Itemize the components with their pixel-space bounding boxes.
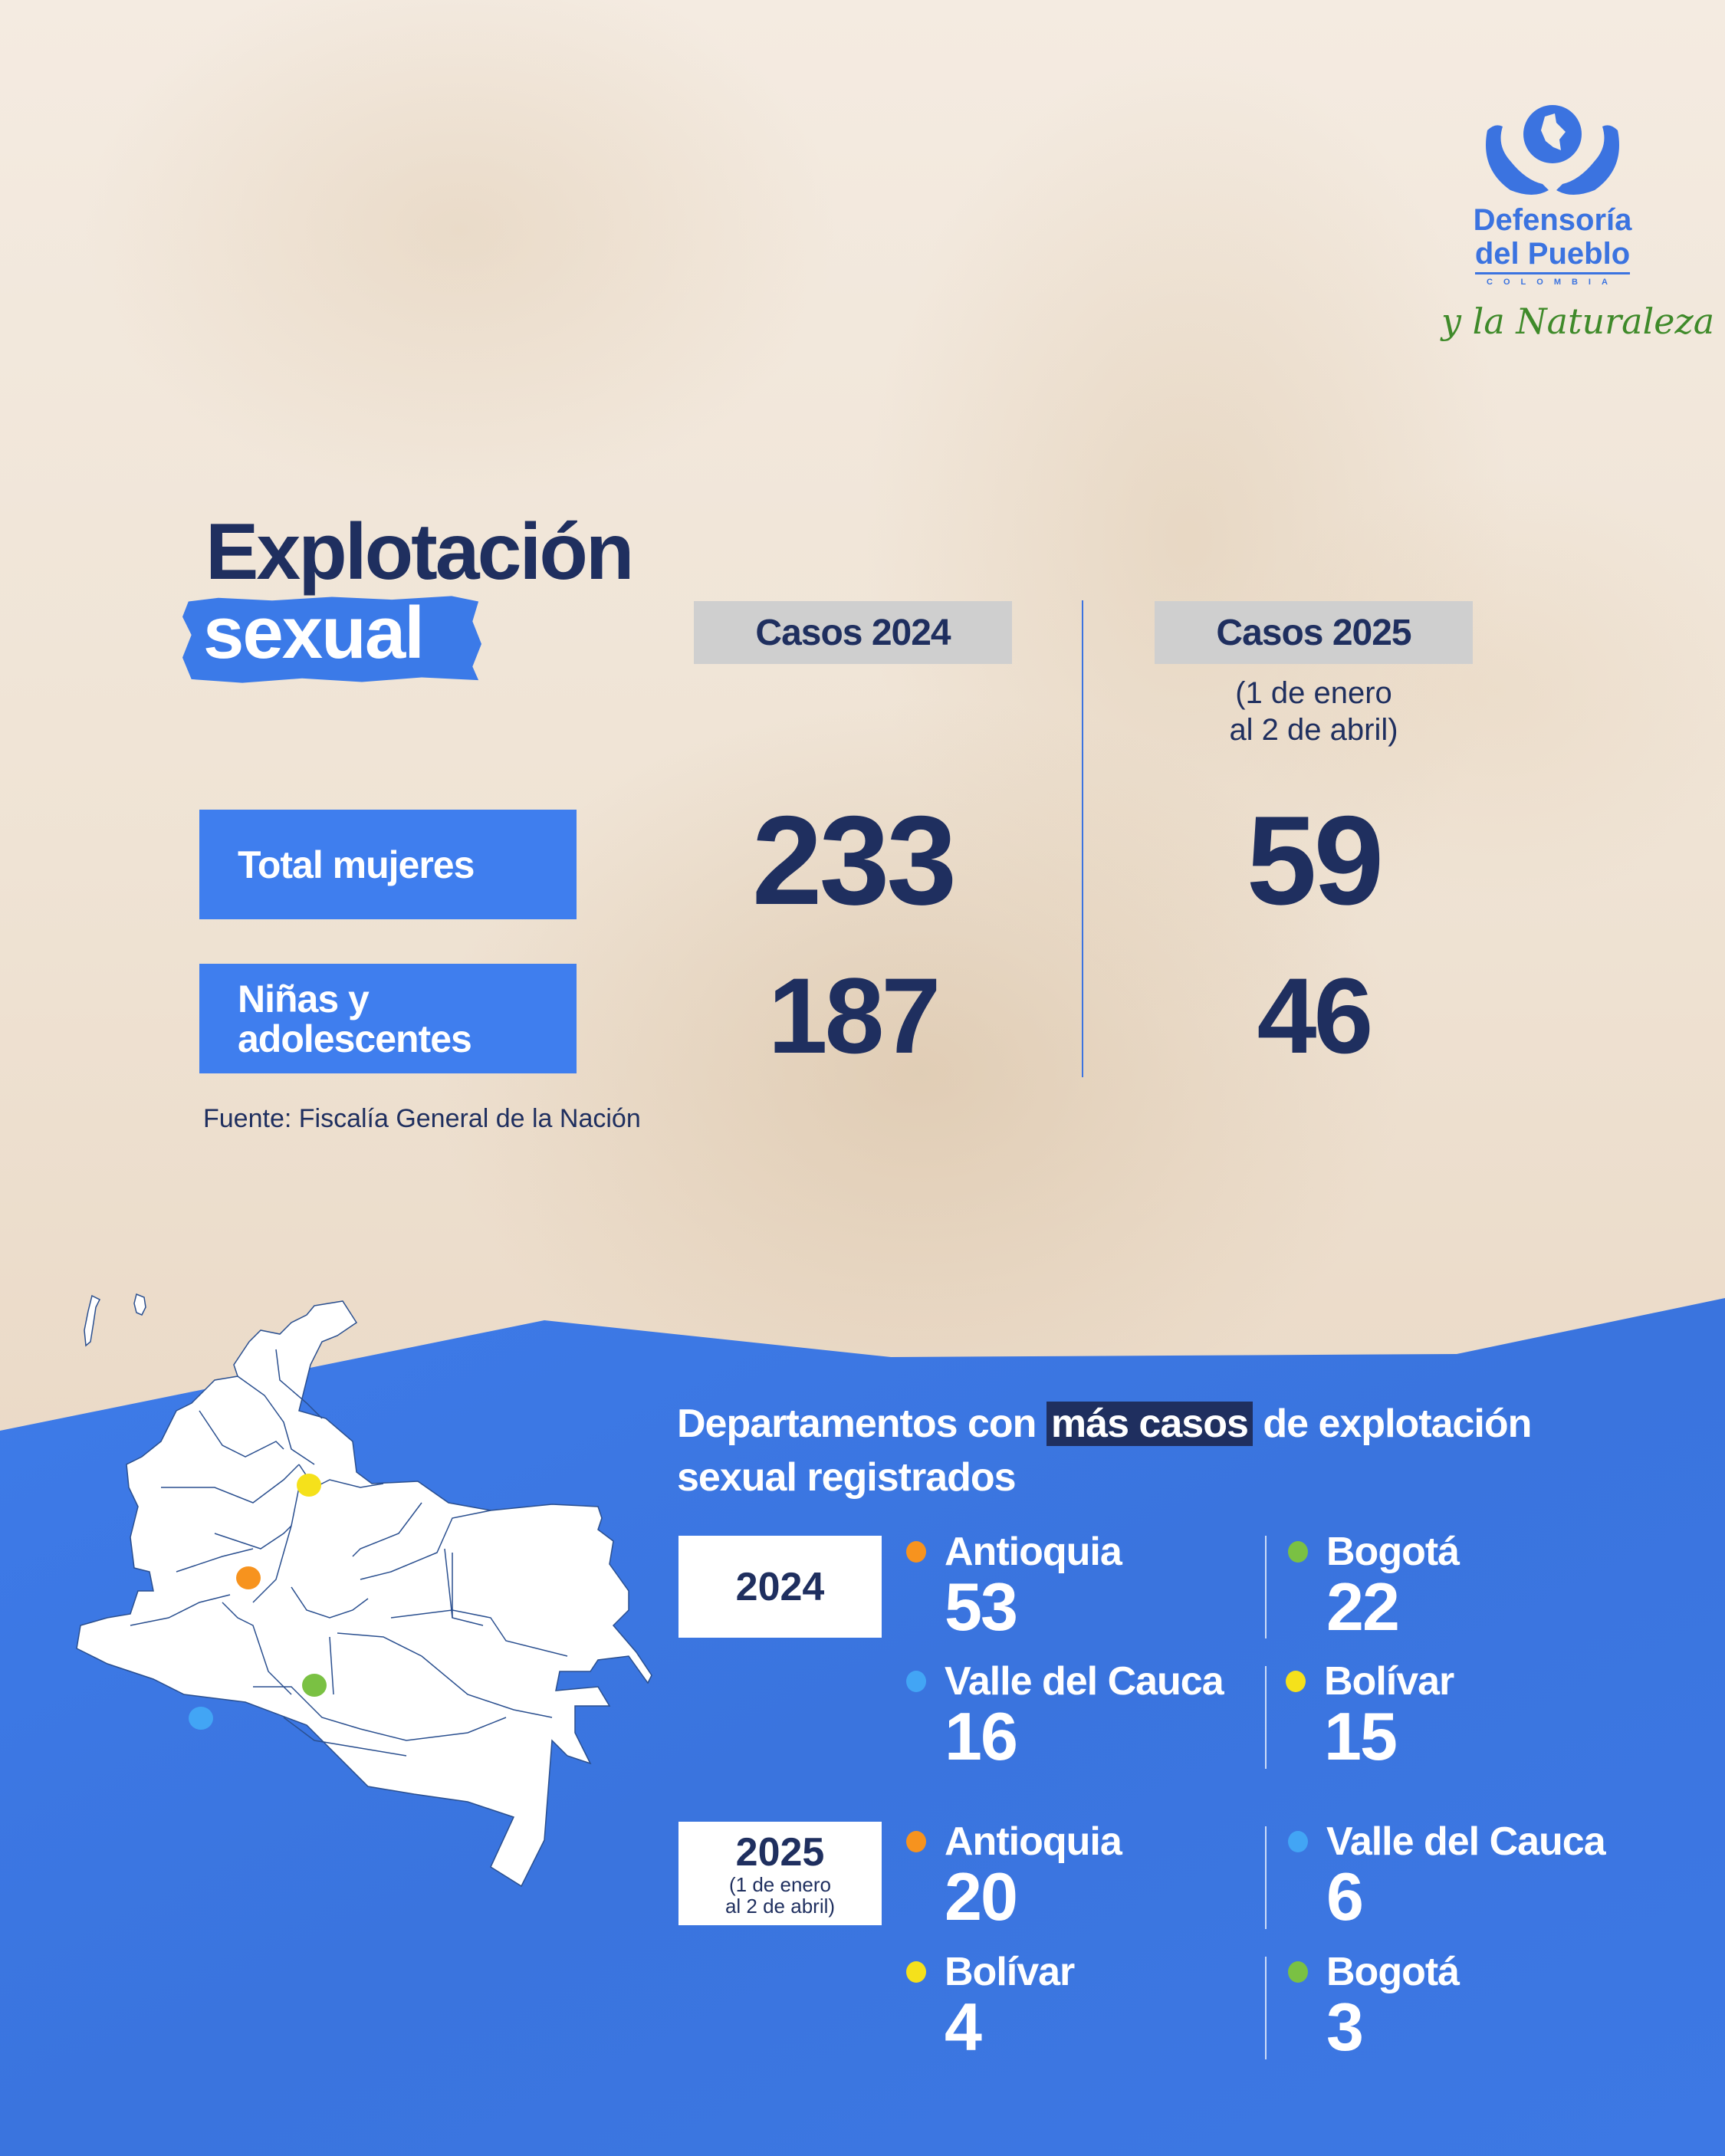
green-dot-icon [1288,1961,1308,1983]
label-total-mujeres: Total mujeres [199,810,577,919]
total-mujeres-2024: 233 [751,790,957,931]
light-blue-dot-icon [906,1671,926,1692]
map-marker-valle-del-cauca [189,1707,213,1730]
colombia-mainland [76,1300,652,1888]
departments-section-title: Departamentos con más casos de explotaci… [677,1402,1532,1500]
label-ninas-adolescentes: Niñas y adolescentes [199,964,577,1073]
logo-tagline: y la Naturaleza [1441,301,1715,342]
map-marker-bolivar [297,1474,321,1497]
dept-2024-bogota: Bogotá 22 [1288,1529,1633,1644]
dept-divider [1265,1666,1267,1769]
colombia-map [76,1293,652,1888]
yellow-dot-icon [906,1961,926,1983]
total-mujeres-2025: 59 [1246,790,1385,931]
title-line2: sexual [203,592,425,674]
map-marker-bogota [302,1674,327,1697]
orange-dot-icon [906,1831,926,1852]
yellow-dot-icon [1286,1671,1306,1692]
title-highlight: más casos [1046,1402,1253,1446]
dept-2025-valle-del-cauca: Valle del Cauca 6 [1288,1819,1671,1934]
doves-globe-icon [1486,105,1619,195]
logo-country: COLOMBIA [1487,278,1618,287]
green-dot-icon [1288,1541,1308,1563]
san-andres-island [84,1294,101,1347]
source-note: Fuente: Fiscalía General de la Nación [203,1104,641,1133]
column-divider [1082,600,1083,1077]
dept-2024-antioquia: Antioquia 53 [906,1529,1251,1644]
orange-dot-icon [906,1541,926,1563]
dept-2025-antioquia: Antioquia 20 [906,1819,1251,1934]
year-2024-badge: 2024 [678,1536,882,1638]
defensoria-logo: Defensoría del Pueblo COLOMBIA y la Natu… [1441,100,1714,342]
header-casos-2025: Casos 2025 [1155,601,1473,664]
title-brush-highlight [182,596,481,683]
map-marker-antioquia [236,1566,261,1589]
dept-2024-bolivar: Bolívar 15 [1286,1658,1631,1773]
dept-2025-bolivar: Bolívar 4 [906,1949,1251,2064]
year-2025-badge: 2025 (1 de enero al 2 de abril) [678,1822,882,1925]
logo-line2: del Pueblo [1474,237,1631,274]
light-blue-dot-icon [1288,1831,1308,1852]
casos-2025-date-range: (1 de enero al 2 de abril) [1229,676,1398,747]
title-line1: Explotación [205,508,634,597]
dept-2025-bogota: Bogotá 3 [1288,1949,1633,2064]
dept-divider [1265,1536,1267,1638]
dept-2024-valle-del-cauca: Valle del Cauca 16 [906,1658,1259,1773]
ninas-2025: 46 [1257,955,1374,1076]
dept-divider [1265,1957,1267,2059]
logo-line1: Defensoría [1473,203,1632,237]
header-casos-2024: Casos 2024 [694,601,1012,664]
providencia-island [133,1293,146,1316]
dept-divider [1265,1826,1267,1929]
ninas-2024: 187 [767,955,941,1076]
